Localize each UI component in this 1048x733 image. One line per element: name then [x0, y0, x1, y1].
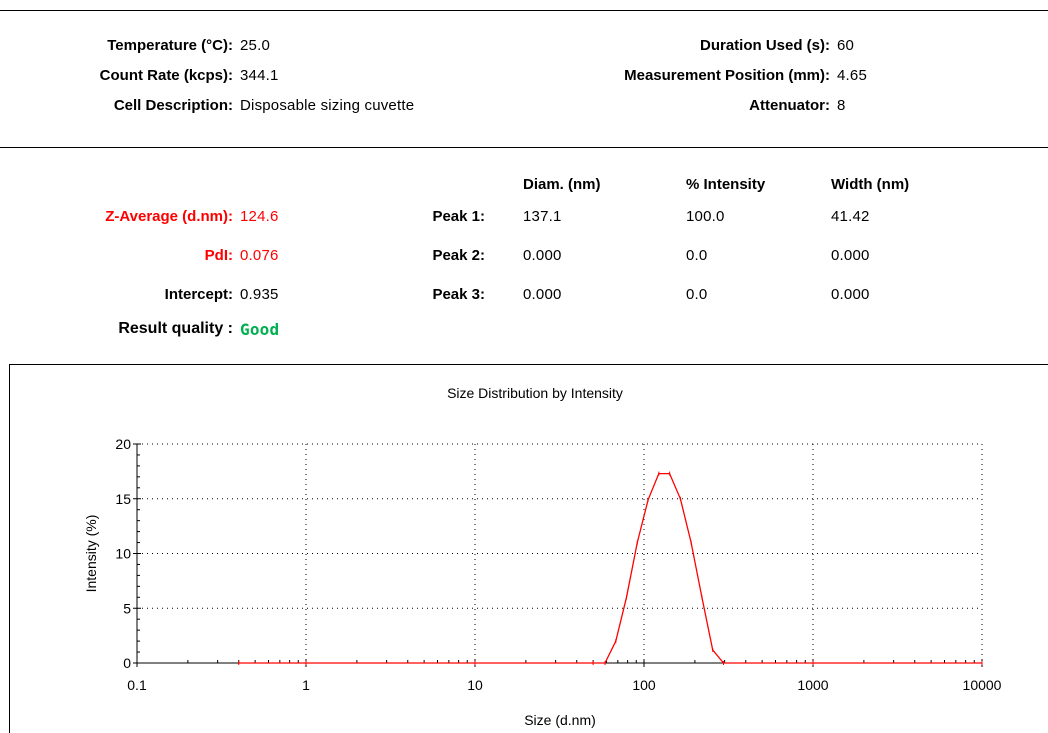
duration-label: Duration Used (s): [700, 37, 830, 54]
measurement-position-value: 4.65 [837, 67, 867, 84]
peak-1-intensity: 100.0 [686, 208, 725, 225]
peak-1-diam: 137.1 [523, 208, 562, 225]
cell-description-value: Disposable sizing cuvette [240, 97, 414, 114]
attenuator-value: 8 [837, 97, 846, 114]
width-column-header: Width (nm) [831, 176, 909, 193]
pdi-label: PdI: [205, 247, 233, 264]
temperature-value: 25.0 [240, 37, 270, 54]
cell-description-label: Cell Description: [114, 97, 233, 114]
peak-2-intensity: 0.0 [686, 247, 707, 264]
count-rate-label: Count Rate (kcps): [100, 67, 233, 84]
z-average-label: Z-Average (d.nm): [105, 208, 233, 225]
peak-2-label: Peak 2: [432, 247, 485, 264]
result-quality-label: Result quality : [118, 320, 233, 338]
result-quality-value: Good [240, 320, 279, 339]
middle-divider [0, 147, 1048, 148]
intensity-column-header: % Intensity [686, 176, 765, 193]
peak-1-width: 41.42 [831, 208, 870, 225]
peak-3-intensity: 0.0 [686, 286, 707, 303]
intercept-label: Intercept: [165, 286, 233, 303]
pdi-value: 0.076 [240, 247, 279, 264]
peak-3-width: 0.000 [831, 286, 870, 303]
peak-3-diam: 0.000 [523, 286, 562, 303]
intercept-value: 0.935 [240, 286, 279, 303]
duration-value: 60 [837, 37, 854, 54]
temperature-label: Temperature (°C): [107, 37, 233, 54]
peak-3-label: Peak 3: [432, 286, 485, 303]
diam-column-header: Diam. (nm) [523, 176, 601, 193]
attenuator-label: Attenuator: [749, 97, 830, 114]
measurement-position-label: Measurement Position (mm): [624, 67, 830, 84]
count-rate-value: 344.1 [240, 67, 279, 84]
peak-1-label: Peak 1: [432, 208, 485, 225]
peak-2-width: 0.000 [831, 247, 870, 264]
peak-2-diam: 0.000 [523, 247, 562, 264]
z-average-value: 124.6 [240, 208, 279, 225]
top-divider [0, 10, 1048, 11]
chart-frame [9, 364, 1048, 733]
